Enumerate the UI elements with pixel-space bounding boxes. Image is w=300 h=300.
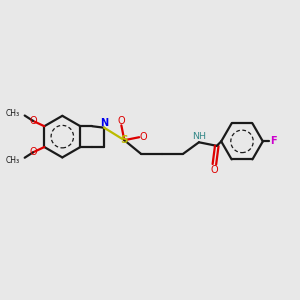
Text: CH₃: CH₃: [6, 109, 20, 118]
Text: NH: NH: [192, 132, 206, 141]
Text: CH₃: CH₃: [6, 156, 20, 165]
Text: O: O: [211, 165, 218, 175]
Text: O: O: [140, 132, 147, 142]
Text: O: O: [29, 147, 37, 158]
Text: S: S: [121, 135, 128, 145]
Text: N: N: [100, 118, 108, 128]
Text: F: F: [270, 136, 276, 146]
Text: O: O: [29, 116, 37, 126]
Text: O: O: [118, 116, 125, 126]
